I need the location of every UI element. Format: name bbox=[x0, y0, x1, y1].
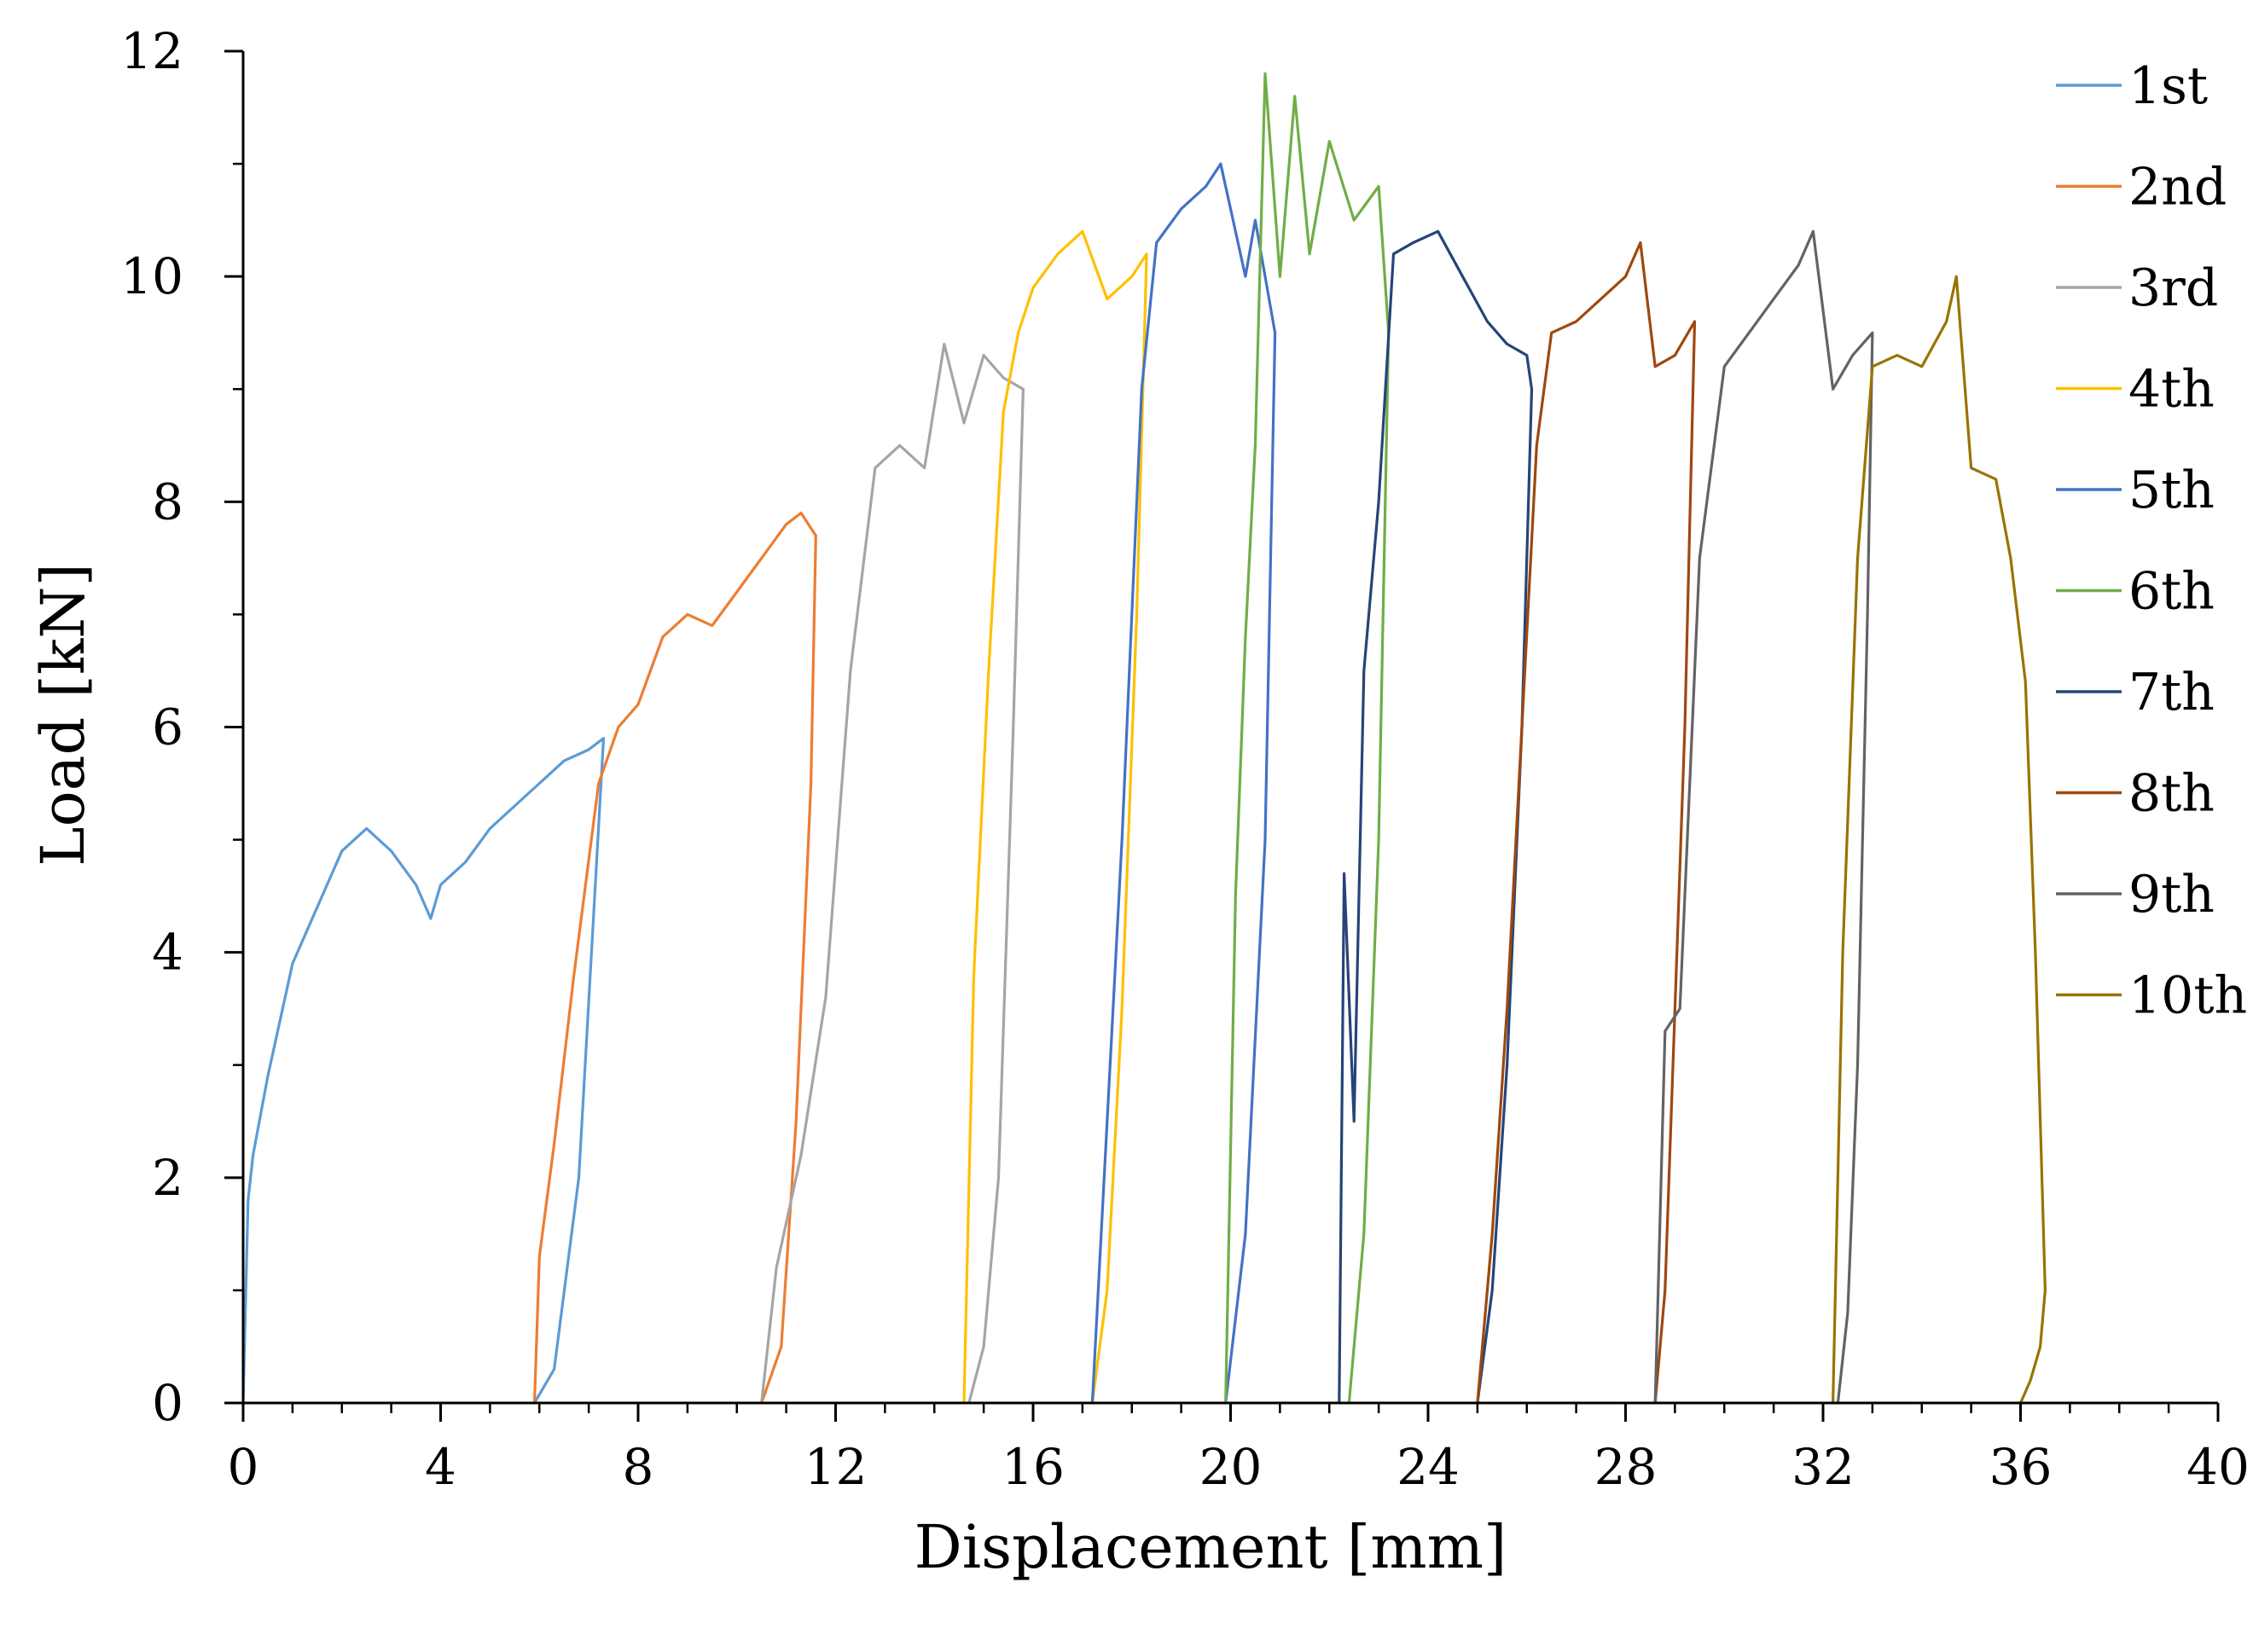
legend-label: 6th bbox=[2128, 562, 2215, 622]
y-tick-label: 4 bbox=[152, 924, 183, 982]
y-tick-label: 6 bbox=[152, 698, 183, 756]
series-line-7th bbox=[1338, 229, 1534, 1405]
legend-label: 7th bbox=[2128, 663, 2215, 722]
x-tick-label: 36 bbox=[1989, 1438, 2053, 1496]
y-axis-title: Load [kN] bbox=[28, 563, 98, 867]
series-line-8th bbox=[1476, 241, 1697, 1405]
legend: 1st 2nd 3rd 4th 5th 6th 7th 8th 9th 10th bbox=[2056, 56, 2247, 1026]
legend-label: 4th bbox=[2128, 360, 2215, 420]
legend-label: 5th bbox=[2128, 461, 2215, 520]
series-line-10th bbox=[1832, 275, 2047, 1405]
series-line-1st bbox=[241, 737, 606, 1405]
x-tick-label: 16 bbox=[1002, 1438, 1065, 1496]
series-line-4th bbox=[962, 229, 1148, 1405]
series-line-5th bbox=[1090, 162, 1277, 1405]
y-tick-label: 10 bbox=[120, 247, 183, 305]
legend-label: 10th bbox=[2128, 966, 2247, 1026]
y-tick-label: 12 bbox=[120, 22, 183, 80]
legend-label: 1st bbox=[2128, 56, 2208, 116]
x-tick-label: 40 bbox=[2186, 1438, 2250, 1496]
series-line-6th bbox=[1224, 72, 1391, 1405]
legend-label: 2nd bbox=[2128, 158, 2227, 217]
y-tick-label: 8 bbox=[152, 472, 183, 530]
legend-label: 3rd bbox=[2128, 258, 2218, 318]
x-tick-label: 32 bbox=[1791, 1438, 1855, 1496]
x-tick-label: 4 bbox=[425, 1438, 456, 1496]
x-tick-label: 24 bbox=[1397, 1438, 1460, 1496]
x-tick-label: 12 bbox=[804, 1438, 868, 1496]
x-tick-label: 28 bbox=[1594, 1438, 1658, 1496]
series-line-9th bbox=[1653, 229, 1874, 1405]
legend-label: 8th bbox=[2128, 764, 2215, 824]
x-tick-label: 8 bbox=[623, 1438, 654, 1496]
x-tick-label: 0 bbox=[228, 1438, 259, 1496]
series-line-2nd bbox=[532, 511, 817, 1405]
y-ticks-group: 0 2 4 6 8 10 12 bbox=[120, 22, 243, 1432]
legend-label: 9th bbox=[2128, 865, 2215, 925]
series-line-3rd bbox=[760, 342, 1025, 1405]
y-tick-label: 2 bbox=[152, 1149, 183, 1207]
x-axis-title: Displacement [mm] bbox=[915, 1512, 1507, 1582]
x-tick-label: 20 bbox=[1199, 1438, 1263, 1496]
plot-series-group bbox=[241, 72, 2047, 1405]
y-tick-label: 0 bbox=[152, 1374, 183, 1432]
x-ticks-group: 0 4 8 12 16 20 24 28 32 36 40 bbox=[228, 1403, 2250, 1496]
